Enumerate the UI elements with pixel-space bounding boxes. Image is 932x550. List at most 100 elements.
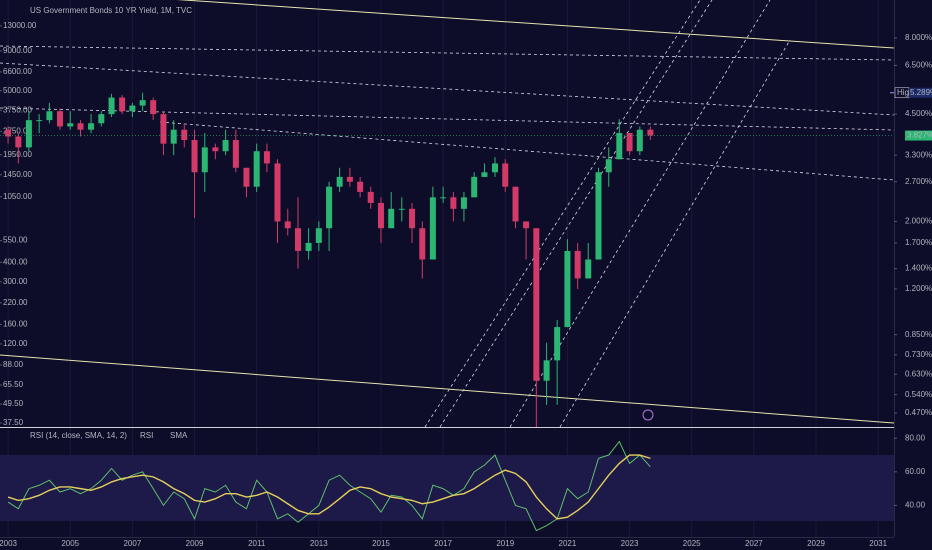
last-value: 3.827% — [907, 131, 932, 140]
y2-tick-label: 9000.00 — [3, 46, 32, 55]
y2-tick-label: 120.00 — [3, 339, 28, 348]
candle-body — [253, 151, 260, 187]
x-tick-label: 2029 — [807, 539, 825, 548]
y2-tick-label: 400.00 — [3, 257, 28, 266]
candle-body — [523, 221, 530, 229]
x-tick-label: 2005 — [61, 539, 79, 548]
dashed-line — [0, 62, 894, 116]
candle-body — [585, 259, 592, 279]
y-tick-label: 1.700% — [905, 238, 932, 247]
y-tick-label: 1.400% — [905, 264, 932, 273]
y2-tick-label: 3750.00 — [3, 105, 32, 114]
y-tick-label: 60.00 — [905, 467, 926, 476]
legend-entry: RSI — [140, 431, 153, 440]
x-tick-label: 2013 — [310, 539, 328, 548]
candle-body — [626, 133, 633, 152]
y2-tick-label: 13000.00 — [3, 21, 37, 30]
y2-tick-label: 2750.00 — [3, 126, 32, 135]
candle-body — [139, 100, 146, 106]
y2-tick-label: 1050.00 — [3, 192, 32, 201]
candle-body — [409, 208, 416, 229]
event-icon[interactable] — [642, 409, 654, 421]
plot — [5, 92, 654, 427]
x-tick-label: 2021 — [559, 539, 577, 548]
candle-body — [492, 163, 499, 173]
candle-body — [77, 123, 84, 130]
candle-body — [460, 197, 467, 209]
x-tick-label: 2025 — [683, 539, 701, 548]
y2-tick-label: 220.00 — [3, 298, 28, 307]
candle-body — [108, 97, 115, 115]
dashed-line — [159, 121, 894, 181]
candle-body — [419, 228, 426, 260]
candle-body — [15, 136, 22, 148]
candle-body — [56, 111, 63, 127]
y-tick-label: 0.730% — [905, 350, 932, 359]
candle-body — [129, 105, 136, 112]
y2-tick-label: 550.00 — [3, 236, 28, 245]
x-tick-label: 2031 — [869, 539, 887, 548]
candle-body — [88, 123, 95, 130]
candle-body — [616, 133, 623, 160]
rsi-line — [7, 440, 651, 532]
y-tick-label: 2.700% — [905, 177, 932, 186]
candle-body — [222, 140, 229, 152]
y-tick-label: 0.630% — [905, 369, 932, 378]
rsi-title: RSI (14, close, SMA, 14, 2) — [30, 431, 127, 440]
candle-body — [305, 242, 312, 251]
candle-body — [181, 129, 188, 141]
candle-body — [150, 100, 157, 115]
legend-entry: SMA — [170, 431, 188, 440]
candle-body — [326, 186, 333, 229]
x-tick-label: 2015 — [372, 539, 390, 548]
candle-body — [564, 250, 571, 328]
y-tick-label: 4.500% — [905, 109, 932, 118]
x-tick-label: 2023 — [621, 539, 639, 548]
x-tick-label: 2007 — [123, 539, 141, 548]
candle-body — [647, 129, 654, 136]
candle-body — [5, 129, 12, 137]
candle-body — [440, 197, 447, 199]
dashed-line — [0, 107, 894, 131]
candle-body — [554, 327, 561, 361]
y2-tick-label: 37.50 — [3, 418, 24, 427]
candle-body — [398, 208, 405, 210]
x-tick-label: 2009 — [186, 539, 204, 548]
candle-body — [98, 114, 105, 124]
last-value-box — [905, 130, 932, 141]
candle-body — [533, 228, 540, 381]
x-tick-label: 2019 — [496, 539, 514, 548]
candle-body — [284, 221, 291, 229]
y2-tick-label: 6600.00 — [3, 67, 32, 76]
candle-body — [295, 228, 301, 251]
y2-tick-label: 49.50 — [3, 399, 24, 408]
y2-tick-label: 5000.00 — [3, 86, 32, 95]
y-tick-label: 6.500% — [905, 61, 932, 70]
y2-tick-label: 65.50 — [3, 380, 24, 389]
candle-body — [67, 123, 74, 127]
x-tick-label: 2017 — [434, 539, 452, 548]
y2-tick-label: 1450.00 — [3, 170, 32, 179]
high-value: 5.289% — [910, 88, 932, 97]
dashed-line — [509, 0, 771, 427]
candle-body — [160, 114, 167, 144]
candle-body — [450, 197, 457, 209]
x-tick-label: 2011 — [248, 539, 266, 548]
candle-body — [191, 140, 198, 173]
y-tick-label: 2.000% — [905, 217, 932, 226]
candle-body — [574, 250, 581, 279]
y2-tick-label: 160.00 — [3, 320, 28, 329]
y-tick-label: 8.000% — [905, 33, 932, 42]
candle-body — [36, 120, 43, 122]
y-tick-label: 0.470% — [905, 408, 932, 417]
candle-body — [357, 181, 364, 192]
candle-body — [212, 147, 219, 152]
dashed-line — [439, 0, 713, 427]
y-tick-label: 40.00 — [905, 501, 926, 510]
candle-body — [315, 228, 322, 243]
candle-body — [367, 191, 374, 203]
candle-body — [377, 202, 384, 229]
candle-body — [512, 186, 519, 222]
candle-body — [636, 129, 643, 152]
